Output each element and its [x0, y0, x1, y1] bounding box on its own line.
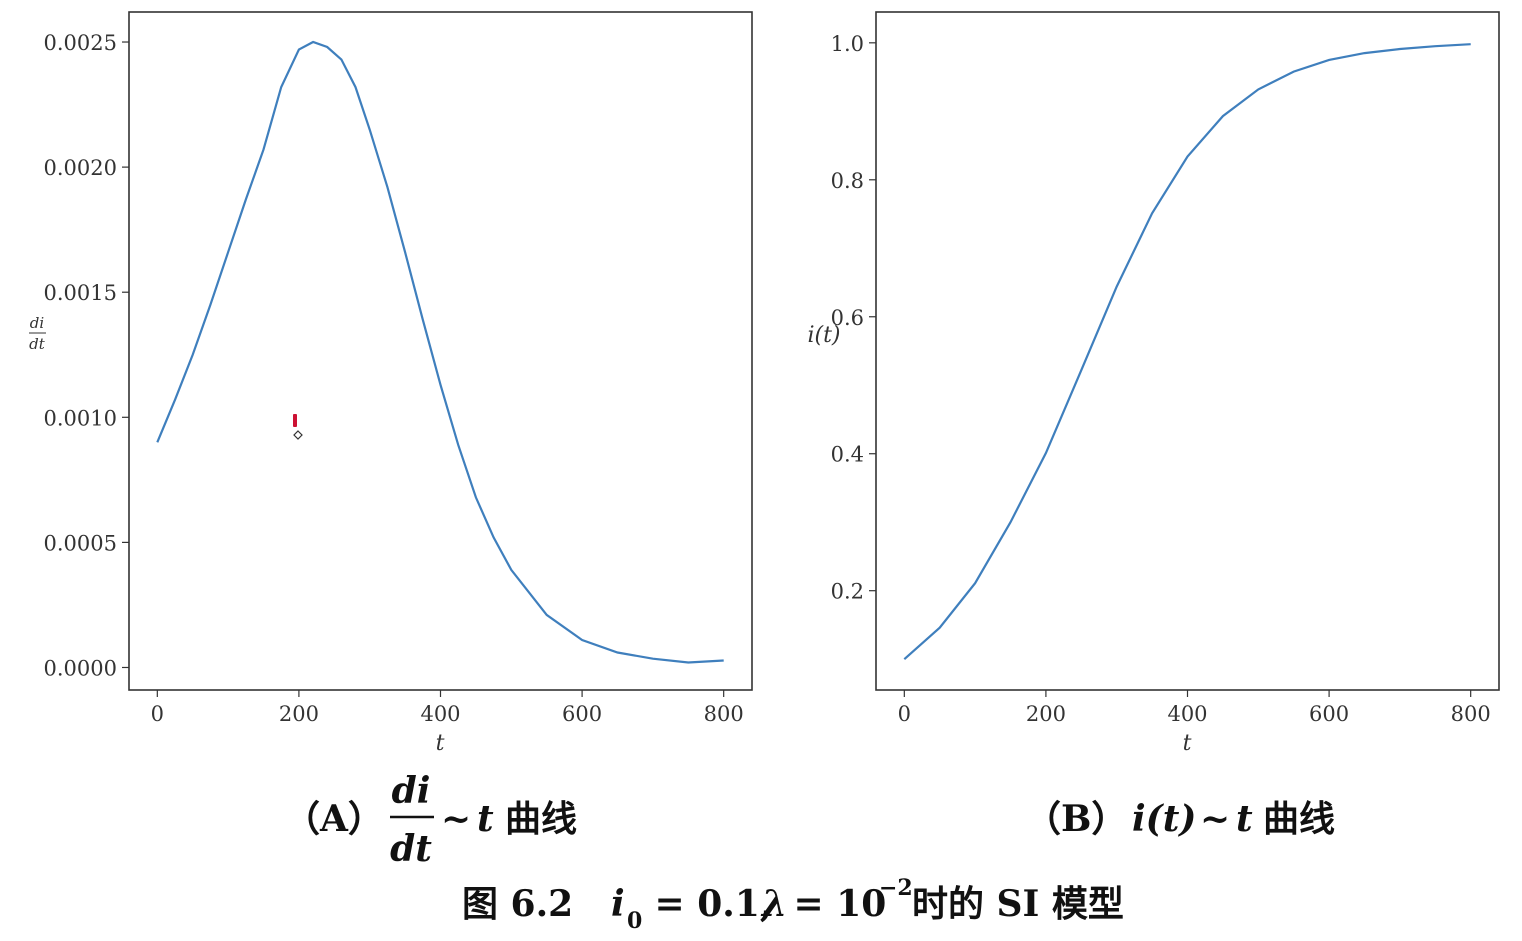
subcaption-a: （A） di dt ~ t 曲线: [284, 770, 577, 870]
svg-text:t: t: [1236, 798, 1253, 840]
svg-text:−2: −2: [879, 875, 913, 901]
svg-text:时的 SI 模型: 时的 SI 模型: [912, 883, 1124, 925]
svg-text:dt: dt: [390, 828, 432, 870]
svg-text:曲线: 曲线: [505, 798, 577, 840]
y-tick-label: 1.0: [831, 32, 864, 56]
x-tick-label: 800: [1451, 702, 1491, 726]
y-tick-label: 0.8: [831, 169, 864, 193]
axes-frame-b: [875, 11, 1500, 691]
figure-caption: 图 6.2 i 0 = 0.1, λ = 10 −2 时的 SI 模型: [462, 875, 1124, 934]
svg-text:（B）: （B）: [1025, 798, 1127, 840]
x-tick-label: 0: [151, 702, 164, 726]
y-tick-label: 0.6: [831, 306, 864, 330]
svg-text:di: di: [30, 314, 45, 332]
svg-text:~: ~: [1200, 798, 1230, 840]
svg-text:i: i: [611, 883, 625, 925]
y-tick-label: 0.0015: [44, 281, 117, 305]
svg-text:di: di: [392, 770, 431, 812]
svg-text:~: ~: [441, 798, 471, 840]
svg-text:= 0.1,: = 0.1,: [642, 883, 772, 925]
x-axis-label-b: t: [1183, 731, 1192, 756]
series-line-a: [156, 40, 724, 664]
subcaption-b: （B） i(t) ~ t 曲线: [1025, 798, 1335, 840]
y-tick-label: 0.4: [831, 443, 864, 467]
x-tick-label: 600: [562, 702, 602, 726]
series-line-b: [903, 43, 1471, 661]
panel-b: 0 200 400 600 800 0.2 0.4 0.6 0.8 1.0 t i(t): [807, 11, 1500, 756]
cursor-marker: [293, 414, 303, 440]
svg-text:= 10: = 10: [781, 883, 886, 925]
x-tick-label: 0: [898, 702, 911, 726]
x-tick-label: 800: [704, 702, 744, 726]
svg-text:图 6.2: 图 6.2: [462, 883, 573, 925]
svg-text:曲线: 曲线: [1263, 798, 1335, 840]
svg-text:（A）: （A）: [284, 798, 384, 840]
svg-text:i(t): i(t): [1132, 798, 1196, 840]
x-tick-label: 400: [420, 702, 460, 726]
svg-text:dt: dt: [29, 335, 46, 353]
y-tick-label: 0.0000: [44, 656, 117, 680]
x-tick-label: 400: [1167, 702, 1207, 726]
y-tick-label: 0.0005: [44, 531, 117, 555]
y-tick-label: 0.0025: [44, 31, 117, 55]
svg-text:λ: λ: [760, 883, 787, 925]
panel-a: 0 200 400 600 800 0.0000 0.0005 0.0010 0.0015 0.…: [29, 11, 753, 756]
x-tick-label: 600: [1309, 702, 1349, 726]
x-axis-label-a: t: [436, 731, 445, 756]
x-tick-label: 200: [279, 702, 319, 726]
y-tick-label: 0.2: [831, 580, 864, 604]
y-axis-label-a: di dt: [29, 314, 46, 353]
y-tick-label: 0.0010: [44, 406, 117, 430]
y-tick-label: 0.0020: [44, 156, 117, 180]
svg-text:t: t: [477, 798, 494, 840]
svg-text:0: 0: [627, 908, 642, 934]
axes-frame-a: [128, 11, 753, 691]
y-axis-label-b: i(t): [807, 323, 840, 348]
x-tick-label: 200: [1026, 702, 1066, 726]
